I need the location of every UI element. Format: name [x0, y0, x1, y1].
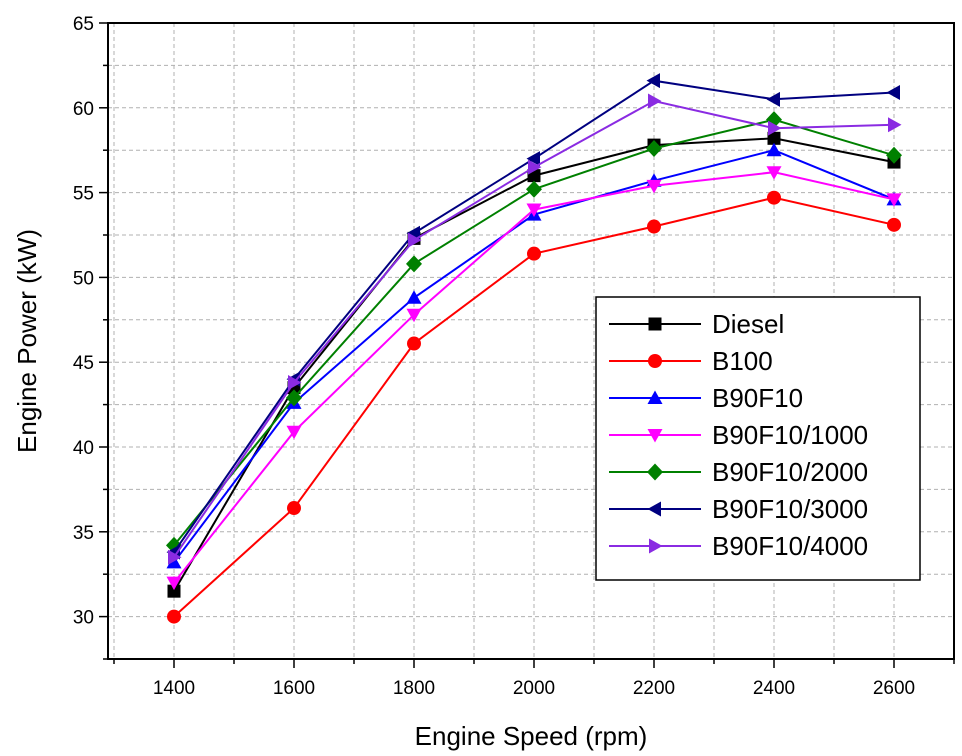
data-point-b100 — [647, 219, 661, 234]
x-tick-label: 2200 — [633, 678, 675, 699]
data-point-b90f10-2000 — [406, 255, 422, 273]
data-point-b100 — [527, 246, 541, 261]
legend-item-b90f10-2000: B90F10/2000 — [609, 457, 868, 487]
y-tick-label: 45 — [73, 353, 94, 374]
legend-label: B100 — [712, 346, 773, 376]
data-point-b90f10 — [166, 554, 182, 569]
y-tick-label: 30 — [73, 608, 94, 629]
legend: Diesel B100 B90F10 B90F10/1000 B90F10/2000 B9… — [595, 296, 921, 581]
legend-marker — [648, 317, 662, 331]
data-point-b90f10-1000 — [886, 193, 902, 207]
data-point-diesel — [767, 131, 781, 145]
data-point-b90f10-3000 — [406, 225, 420, 241]
data-point-b90f10-2000 — [886, 146, 902, 164]
legend-label: B90F10/2000 — [712, 457, 868, 487]
legend-item-b90f10: B90F10 — [609, 383, 803, 413]
data-point-b90f10-1000 — [406, 308, 422, 323]
data-point-b100 — [407, 336, 421, 351]
legend-marker — [647, 429, 663, 443]
data-point-b90f10-4000 — [888, 117, 902, 133]
data-point-b90f10-2000 — [646, 140, 662, 158]
data-point-b90f10 — [766, 142, 782, 157]
data-point-b90f10 — [406, 290, 422, 304]
legend-item-b90f10-3000: B90F10/3000 — [609, 494, 868, 524]
legend-label: B90F10 — [712, 383, 803, 413]
series-group — [166, 73, 902, 624]
data-point-b90f10-3000 — [646, 73, 660, 89]
data-point-b90f10-2000 — [526, 180, 542, 198]
y-tick-label: 50 — [73, 268, 94, 289]
data-point-b90f10-2000 — [286, 389, 302, 407]
x-tick-label: 2600 — [873, 678, 915, 699]
data-point-b90f10-1000 — [166, 576, 182, 591]
x-tick-label: 2400 — [753, 678, 795, 699]
data-point-b90f10-1000 — [526, 203, 542, 218]
legend-marker — [647, 501, 661, 517]
data-point-b100 — [167, 609, 181, 624]
data-point-b90f10-1000 — [286, 425, 302, 440]
y-axis-title: Engine Power (kW) — [12, 229, 42, 453]
data-point-b90f10-4000 — [528, 159, 542, 175]
data-point-b90f10-4000 — [648, 93, 662, 109]
data-point-b90f10-4000 — [168, 549, 182, 565]
plot-frame — [107, 22, 955, 660]
data-point-b90f10-1000 — [646, 179, 662, 194]
y-tick-label: 60 — [73, 99, 94, 120]
legend-item-b100: B100 — [609, 346, 773, 376]
legend-label: B90F10/3000 — [712, 494, 868, 524]
data-point-b90f10-4000 — [408, 232, 422, 248]
legend-item-diesel: Diesel — [609, 309, 784, 339]
y-tick-label: 35 — [73, 523, 94, 544]
series-b90f10-2000 — [166, 111, 902, 554]
legend-label: B90F10/1000 — [712, 420, 868, 450]
x-tick-label: 1800 — [393, 678, 435, 699]
data-point-b90f10-3000 — [886, 85, 900, 101]
x-tick-label: 2000 — [513, 678, 555, 699]
data-point-b100 — [887, 217, 901, 232]
legend-item-b90f10-4000: B90F10/4000 — [609, 531, 868, 561]
data-point-b90f10-4000 — [288, 375, 302, 391]
legend-marker — [648, 354, 662, 368]
legend-marker — [647, 463, 663, 481]
legend-marker — [649, 538, 663, 554]
y-tick-label: 40 — [73, 438, 94, 459]
axis-ticks: 1400 1600 1800 2000 2200 2400 2600 30 35 40 45 50 55… — [73, 14, 955, 699]
y-tick-label: 65 — [73, 14, 94, 35]
x-tick-label: 1400 — [153, 678, 195, 699]
x-axis-title: Engine Speed (rpm) — [415, 721, 648, 751]
legend-label: B90F10/4000 — [712, 531, 868, 561]
data-point-diesel — [167, 584, 181, 598]
data-point-b90f10-4000 — [768, 120, 782, 136]
y-tick-label: 55 — [73, 184, 94, 205]
series-b100 — [167, 190, 901, 624]
data-point-b90f10-3000 — [766, 91, 780, 107]
data-point-b100 — [287, 501, 301, 516]
legend-marker — [647, 390, 663, 404]
data-point-b90f10-3000 — [526, 151, 540, 167]
x-tick-label: 1600 — [273, 678, 315, 699]
series-b90f10-4000 — [168, 93, 902, 565]
legend-item-b90f10-1000: B90F10/1000 — [609, 420, 868, 450]
data-point-b100 — [767, 190, 781, 205]
data-point-b90f10-1000 — [766, 166, 782, 180]
series-b90f10-1000 — [166, 166, 902, 591]
legend-box — [595, 296, 921, 581]
legend-label: Diesel — [712, 309, 784, 339]
